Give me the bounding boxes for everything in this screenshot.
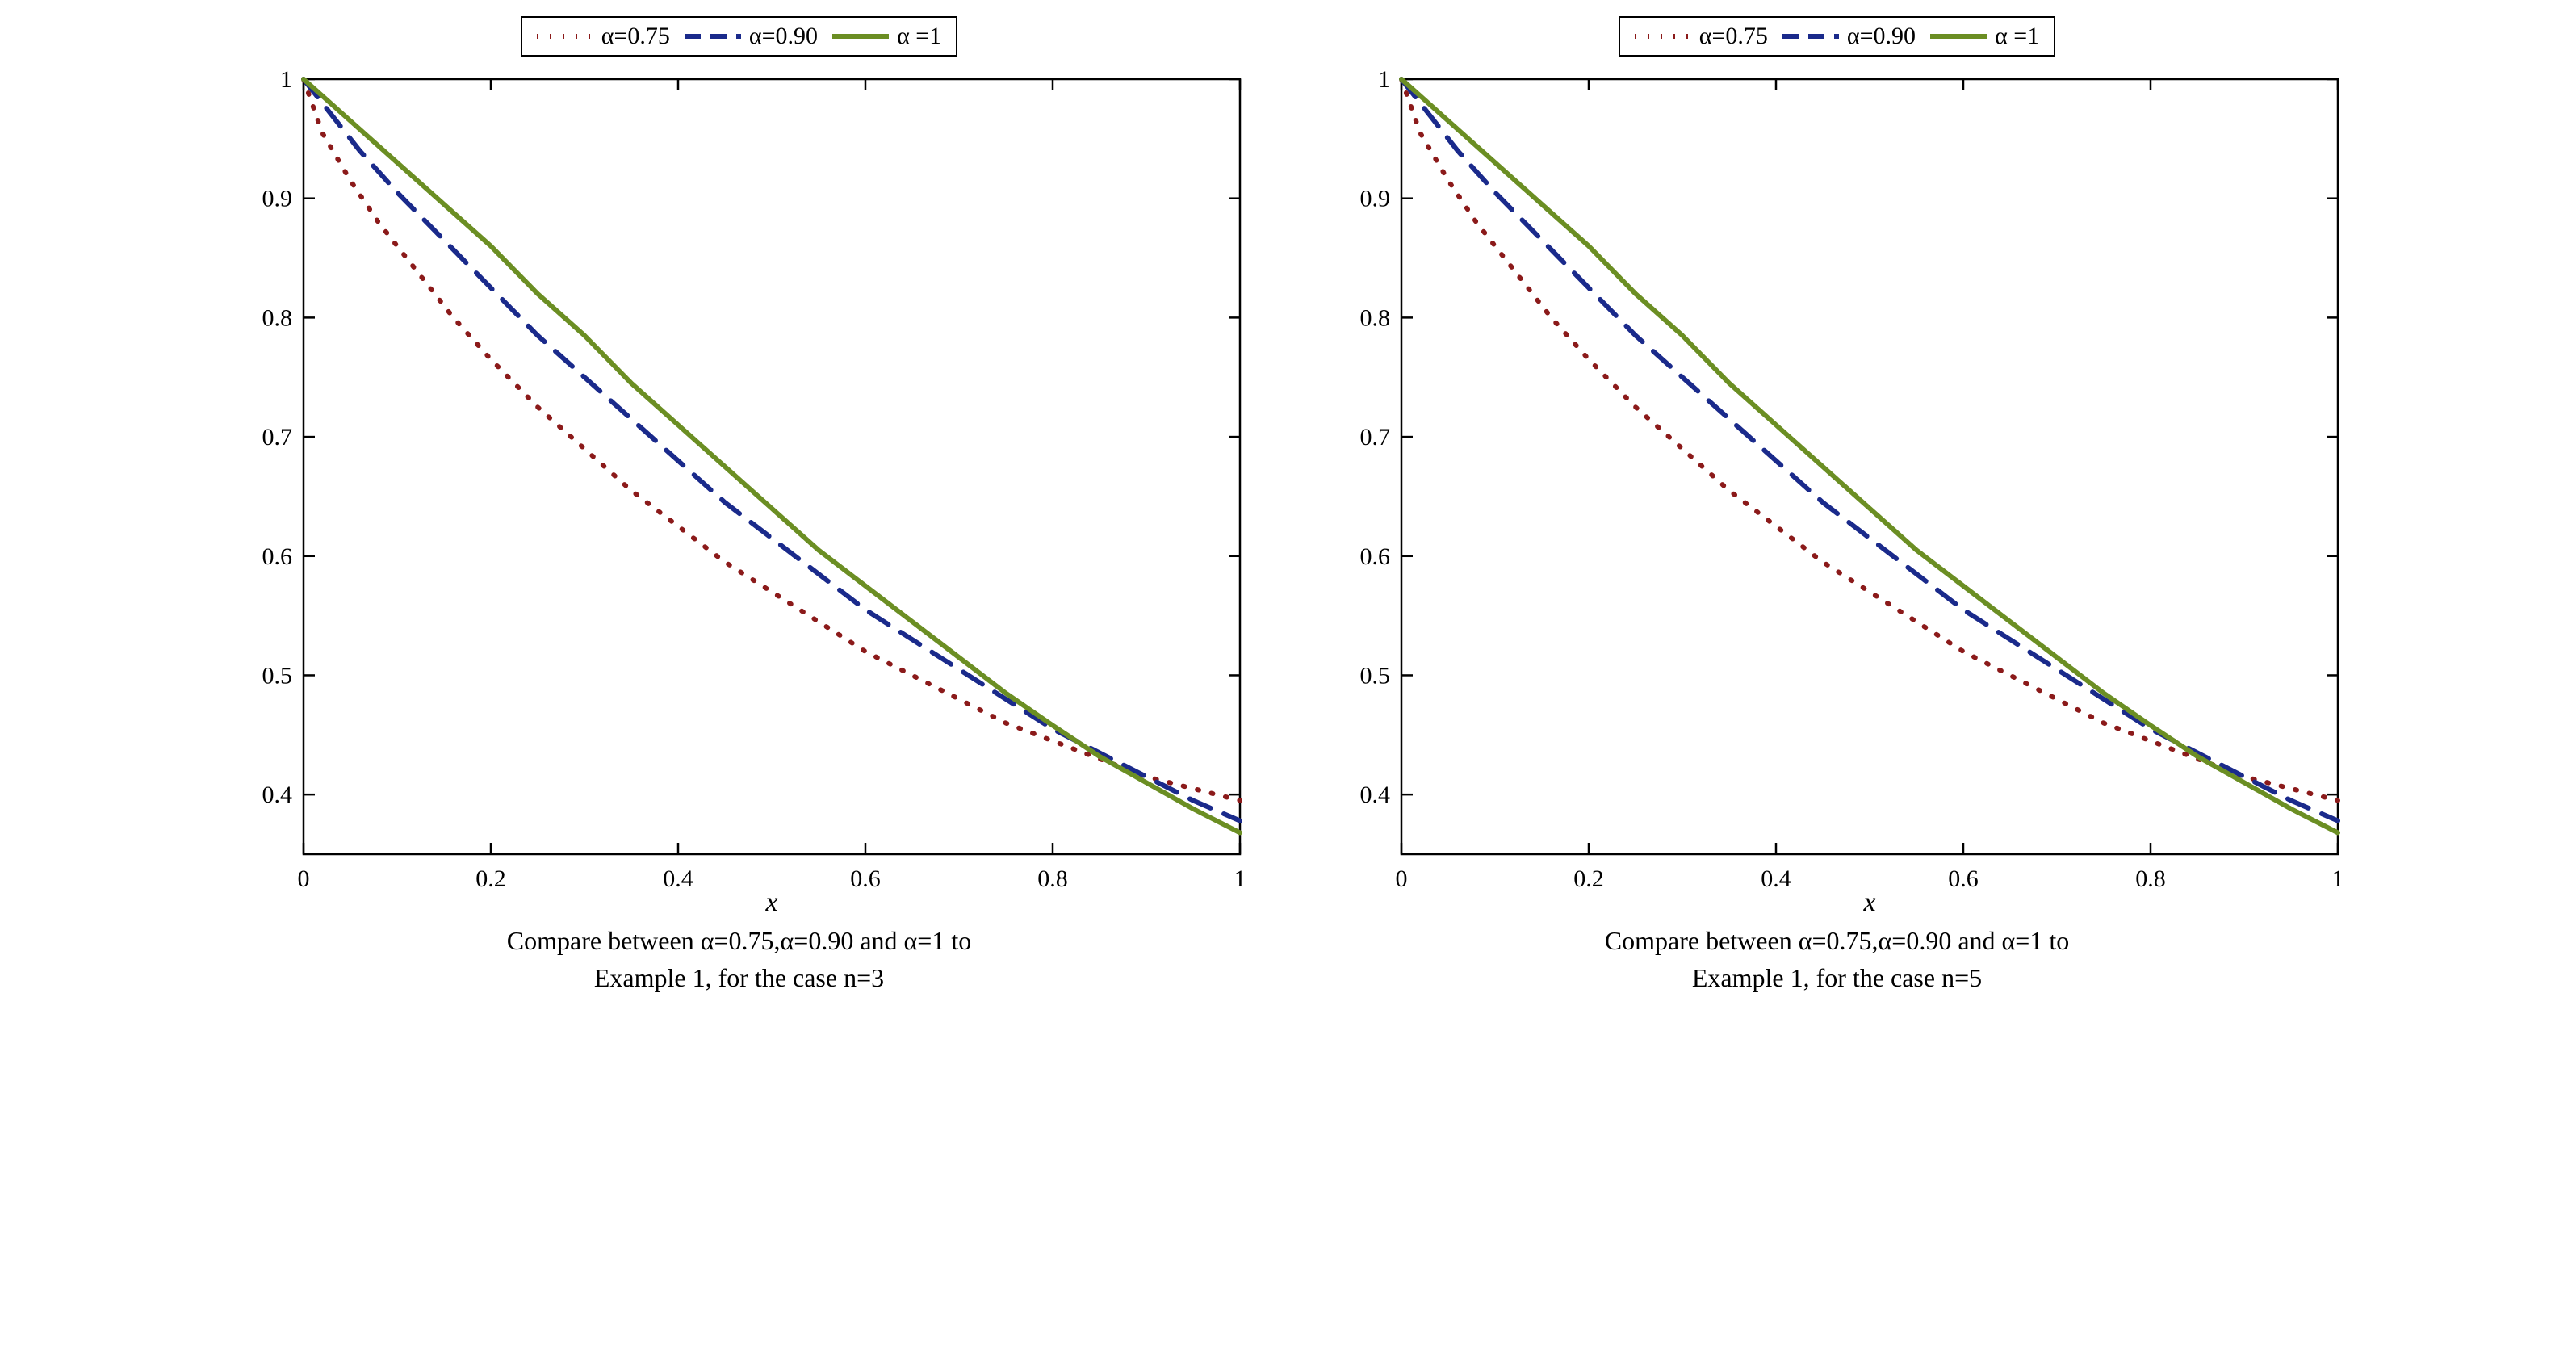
ytick-label: 1 [280,66,292,93]
x-axis-label: x [764,887,777,911]
xtick-label: 0.4 [663,865,693,892]
plot-frame [1401,79,2338,854]
legend-item-alpha075: α=0.75 [1635,23,1768,50]
xtick-label: 0.8 [1037,865,1068,892]
ytick-label: 0.4 [1359,782,1390,808]
ytick-label: 0.8 [1359,304,1390,331]
ytick-label: 0.8 [262,304,292,331]
legend-item-alpha1: α =1 [1930,23,2039,50]
xtick-label: 0 [297,865,309,892]
series-alpha075 [304,79,1240,801]
legend-label: α =1 [1995,23,2039,50]
legend-swatch-alpha090 [685,31,741,41]
ytick-label: 0.5 [262,662,292,689]
legend-item-alpha090: α=0.90 [1782,23,1916,50]
series-alpha090 [304,79,1240,821]
ytick-label: 0.7 [262,424,292,451]
xtick-label: 0.2 [1573,865,1604,892]
caption-line-1: Compare between α=0.75,α=0.90 and α=1 to [507,922,971,959]
ytick-label: 1 [1378,66,1390,93]
panel-caption: Compare between α=0.75,α=0.90 and α=1 to… [1605,922,2069,997]
legend-swatch-alpha075 [1635,31,1691,41]
xtick-label: 1 [2331,865,2344,892]
legend-swatch-alpha1 [832,31,889,41]
series-alpha1 [304,79,1240,832]
legend-label: α=0.75 [601,23,670,50]
series-alpha090 [1401,79,2338,821]
legend-box: α=0.75 α=0.90 α =1 [1619,16,2055,57]
legend-swatch-alpha075 [537,31,593,41]
legend-item-alpha075: α=0.75 [537,23,670,50]
xtick-label: 1 [1234,865,1246,892]
xtick-label: 0 [1395,865,1407,892]
ytick-label: 0.9 [1359,186,1390,212]
xtick-label: 0.4 [1761,865,1791,892]
caption-line-2: Example 1, for the case n=5 [1605,959,2069,996]
chart-panel-left: α=0.75α=0.90α =100.20.40.60.810.40.50.60… [215,16,1264,997]
legend-label: α =1 [897,23,941,50]
xtick-label: 0.6 [1948,865,1979,892]
ytick-label: 0.6 [1359,543,1390,570]
legend-item-alpha1: α =1 [832,23,941,50]
xtick-label: 0.8 [2135,865,2166,892]
plot-area-left: 0 0.2 0.4 0.6 0.8 1 0.4 0.5 0.6 0.7 0.8 0.9 1 x [215,63,1264,911]
ytick-label: 0.7 [1359,424,1390,451]
legend-item-alpha090: α=0.90 [685,23,818,50]
xtick-label: 0.2 [475,865,506,892]
plot-area-right: 0 0.2 0.4 0.6 0.8 1 0.4 0.5 0.6 0.7 0.8 0.9 1 x [1313,63,2362,911]
legend-box: α=0.75 α=0.90 α =1 [521,16,957,57]
chart-panel-right: α=0.75α=0.90α =100.20.40.60.810.40.50.60… [1313,16,2362,997]
ytick-label: 0.5 [1359,662,1390,689]
legend-label: α=0.90 [749,23,818,50]
ytick-label: 0.4 [262,782,292,808]
panel-caption: Compare between α=0.75,α=0.90 and α=1 to… [507,922,971,997]
xtick-label: 0.6 [850,865,881,892]
caption-line-2: Example 1, for the case n=3 [507,959,971,996]
charts-container: α=0.75α=0.90α =100.20.40.60.810.40.50.60… [16,16,2560,997]
ytick-label: 0.9 [262,186,292,212]
x-axis-label: x [1862,887,1875,911]
legend-swatch-alpha1 [1930,31,1987,41]
ytick-label: 0.6 [262,543,292,570]
legend-swatch-alpha090 [1782,31,1839,41]
caption-line-1: Compare between α=0.75,α=0.90 and α=1 to [1605,922,2069,959]
series-alpha1 [1401,79,2338,832]
legend-label: α=0.75 [1699,23,1768,50]
series-alpha075 [1401,79,2338,801]
plot-frame [304,79,1240,854]
legend-label: α=0.90 [1847,23,1916,50]
